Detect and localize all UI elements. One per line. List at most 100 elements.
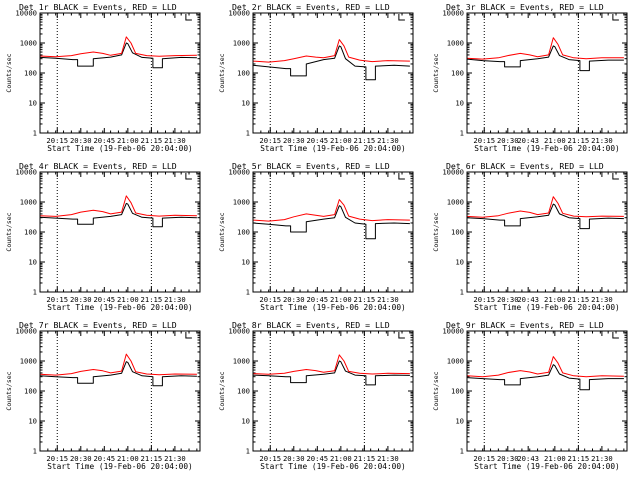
chart-panel-det-7: Det 7r BLACK = Events, RED = LLD Counts/s…	[5, 320, 201, 471]
x-tick-label: 20:45	[93, 295, 115, 304]
x-tick-label: 21:00	[330, 136, 352, 145]
x-tick-label: 20:43	[517, 295, 539, 304]
corner-marker	[398, 173, 405, 180]
x-tick-label: 21:00	[117, 136, 139, 145]
x-tick-label: 21:30	[591, 454, 613, 463]
x-axis-label: Start Time (19-Feb-06 20:04:00)	[474, 144, 620, 153]
series-line-events	[466, 203, 624, 230]
series-line-events	[252, 205, 410, 240]
y-tick-label: 100	[237, 387, 250, 396]
series-line-events	[39, 202, 197, 228]
y-tick-label: 100	[24, 69, 37, 78]
x-tick-label: 20:30	[70, 454, 92, 463]
x-tick-label: 21:30	[377, 136, 399, 145]
y-tick-label: 1	[246, 288, 250, 297]
chart-panel-det-5: Det 5r BLACK = Events, RED = LLD Counts/s…	[218, 161, 414, 312]
y-tick-label: 100	[451, 228, 464, 237]
y-tick-label: 1000	[20, 357, 37, 366]
series-line-lld	[252, 199, 410, 222]
y-tick-label: 10	[28, 99, 37, 108]
x-tick-label: 20:15	[259, 295, 281, 304]
y-tick-label: 100	[237, 228, 250, 237]
plot-frame	[39, 12, 201, 134]
y-tick-label: 1000	[20, 198, 37, 207]
y-axis-label: Counts/sec	[432, 212, 440, 251]
series-line-lld	[252, 39, 410, 63]
corner-marker	[398, 14, 405, 21]
series-line-lld	[466, 37, 624, 60]
plot-frame	[466, 12, 628, 134]
corner-marker	[612, 173, 619, 180]
chart-panel-det-9: Det 9r BLACK = Events, RED = LLD Counts/s…	[432, 320, 628, 471]
x-tick-label: 21:15	[141, 295, 163, 304]
x-tick-label: 20:30	[70, 136, 92, 145]
plot-frame	[252, 171, 414, 293]
x-tick-label: 20:15	[473, 295, 495, 304]
x-axis-label: Start Time (19-Feb-06 20:04:00)	[474, 303, 620, 312]
x-tick-label: 20:45	[306, 454, 328, 463]
y-tick-label: 100	[237, 69, 250, 78]
x-tick-label: 21:30	[164, 136, 186, 145]
y-tick-label: 10000	[228, 168, 250, 177]
x-axis-label: Start Time (19-Feb-06 20:04:00)	[260, 462, 406, 471]
y-tick-label: 1000	[233, 198, 250, 207]
corner-marker	[612, 14, 619, 21]
plot-frame	[39, 330, 201, 452]
y-tick-label: 1	[460, 129, 464, 138]
series-line-lld	[39, 195, 197, 217]
y-tick-label: 1	[246, 129, 250, 138]
chart-panel-det-4: Det 4r BLACK = Events, RED = LLD Counts/s…	[5, 161, 201, 312]
y-tick-label: 10	[28, 417, 37, 426]
x-tick-label: 20:15	[46, 454, 68, 463]
y-tick-label: 10000	[15, 327, 37, 336]
y-axis-label: Counts/sec	[5, 212, 13, 251]
y-tick-label: 100	[24, 387, 37, 396]
y-tick-label: 1000	[20, 39, 37, 48]
x-tick-label: 21:00	[330, 454, 352, 463]
x-axis-label: Start Time (19-Feb-06 20:04:00)	[474, 462, 620, 471]
y-tick-label: 10000	[442, 327, 464, 336]
x-tick-label: 20:30	[497, 295, 519, 304]
corner-marker	[612, 332, 619, 339]
x-tick-label: 20:30	[497, 454, 519, 463]
y-tick-label: 1000	[447, 357, 464, 366]
series-line-lld	[252, 354, 410, 375]
y-axis-label: Counts/sec	[432, 53, 440, 92]
y-tick-label: 1000	[447, 39, 464, 48]
y-tick-label: 1000	[233, 39, 250, 48]
y-tick-label: 1	[460, 447, 464, 456]
x-tick-label: 21:30	[591, 136, 613, 145]
plot-frame	[39, 171, 201, 293]
y-tick-label: 10000	[228, 9, 250, 18]
x-tick-label: 21:00	[544, 136, 566, 145]
corner-marker	[185, 173, 192, 180]
y-axis-label: Counts/sec	[218, 212, 226, 251]
x-tick-label: 20:15	[259, 454, 281, 463]
series-line-lld	[466, 196, 624, 218]
plot-frame	[466, 171, 628, 293]
y-axis-label: Counts/sec	[5, 371, 13, 410]
plot-frame	[252, 330, 414, 452]
plot-frame	[466, 330, 628, 452]
x-tick-label: 21:30	[377, 295, 399, 304]
y-tick-label: 10	[241, 417, 250, 426]
chart-title: Det 8r BLACK = Events, RED = LLD	[232, 320, 390, 330]
x-tick-label: 20:30	[283, 136, 305, 145]
y-tick-label: 1	[460, 288, 464, 297]
y-tick-label: 100	[451, 387, 464, 396]
series-line-lld	[39, 36, 197, 58]
x-axis-label: Start Time (19-Feb-06 20:04:00)	[47, 303, 193, 312]
x-tick-label: 20:30	[283, 454, 305, 463]
x-tick-label: 20:15	[473, 136, 495, 145]
y-axis-label: Counts/sec	[218, 371, 226, 410]
y-tick-label: 1000	[447, 198, 464, 207]
x-tick-label: 21:15	[141, 454, 163, 463]
series-line-events	[252, 360, 410, 386]
x-tick-label: 21:00	[117, 454, 139, 463]
chart-panel-det-3: Det 3r BLACK = Events, RED = LLD Counts/s…	[432, 2, 628, 153]
x-axis-label: Start Time (19-Feb-06 20:04:00)	[47, 144, 193, 153]
x-tick-label: 21:15	[354, 136, 376, 145]
x-tick-label: 20:45	[306, 136, 328, 145]
x-axis-label: Start Time (19-Feb-06 20:04:00)	[47, 462, 193, 471]
